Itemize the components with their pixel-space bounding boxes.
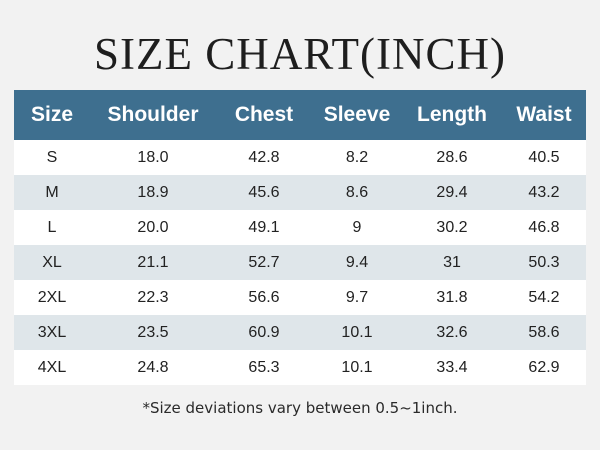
cell-shoulder: 18.0	[90, 140, 216, 175]
column-header-shoulder: Shoulder	[90, 90, 216, 140]
cell-waist: 40.5	[502, 140, 586, 175]
cell-shoulder: 23.5	[90, 315, 216, 350]
table-row: 4XL 24.8 65.3 10.1 33.4 62.9	[14, 350, 586, 385]
cell-sleeve: 10.1	[312, 350, 402, 385]
cell-length: 28.6	[402, 140, 502, 175]
cell-shoulder: 24.8	[90, 350, 216, 385]
table-row: L 20.0 49.1 9 30.2 46.8	[14, 210, 586, 245]
cell-chest: 65.3	[216, 350, 312, 385]
cell-length: 32.6	[402, 315, 502, 350]
cell-sleeve: 9.4	[312, 245, 402, 280]
cell-sleeve: 9	[312, 210, 402, 245]
page-title: SIZE CHART(INCH)	[93, 29, 506, 79]
cell-chest: 56.6	[216, 280, 312, 315]
cell-chest: 60.9	[216, 315, 312, 350]
cell-sleeve: 8.2	[312, 140, 402, 175]
cell-size: L	[14, 210, 90, 245]
cell-chest: 52.7	[216, 245, 312, 280]
cell-waist: 62.9	[502, 350, 586, 385]
cell-size: 3XL	[14, 315, 90, 350]
column-header-chest: Chest	[216, 90, 312, 140]
cell-sleeve: 9.7	[312, 280, 402, 315]
cell-chest: 49.1	[216, 210, 312, 245]
table-header-row: Size Shoulder Chest Sleeve Length Waist	[14, 90, 586, 140]
table-row: S 18.0 42.8 8.2 28.6 40.5	[14, 140, 586, 175]
cell-shoulder: 22.3	[90, 280, 216, 315]
column-header-length: Length	[402, 90, 502, 140]
cell-waist: 50.3	[502, 245, 586, 280]
column-header-waist: Waist	[502, 90, 586, 140]
cell-waist: 54.2	[502, 280, 586, 315]
cell-sleeve: 8.6	[312, 175, 402, 210]
cell-shoulder: 18.9	[90, 175, 216, 210]
table-row: 3XL 23.5 60.9 10.1 32.6 58.6	[14, 315, 586, 350]
column-header-sleeve: Sleeve	[312, 90, 402, 140]
cell-size: M	[14, 175, 90, 210]
cell-waist: 58.6	[502, 315, 586, 350]
cell-length: 31	[402, 245, 502, 280]
table-row: 2XL 22.3 56.6 9.7 31.8 54.2	[14, 280, 586, 315]
column-header-size: Size	[14, 90, 90, 140]
cell-waist: 43.2	[502, 175, 586, 210]
cell-size: 2XL	[14, 280, 90, 315]
cell-size: S	[14, 140, 90, 175]
cell-length: 30.2	[402, 210, 502, 245]
cell-length: 29.4	[402, 175, 502, 210]
cell-shoulder: 21.1	[90, 245, 216, 280]
cell-size: XL	[14, 245, 90, 280]
table-body: S 18.0 42.8 8.2 28.6 40.5 M 18.9 45.6 8.6 29.4 43.2…	[14, 140, 586, 385]
cell-sleeve: 10.1	[312, 315, 402, 350]
cell-chest: 42.8	[216, 140, 312, 175]
cell-length: 33.4	[402, 350, 502, 385]
size-deviation-note: *Size deviations vary between 0.5~1inch.	[142, 399, 458, 417]
table-row: XL 21.1 52.7 9.4 31 50.3	[14, 245, 586, 280]
cell-shoulder: 20.0	[90, 210, 216, 245]
size-chart-table: Size Shoulder Chest Sleeve Length Waist …	[14, 90, 586, 385]
cell-waist: 46.8	[502, 210, 586, 245]
cell-chest: 45.6	[216, 175, 312, 210]
cell-length: 31.8	[402, 280, 502, 315]
cell-size: 4XL	[14, 350, 90, 385]
table-row: M 18.9 45.6 8.6 29.4 43.2	[14, 175, 586, 210]
